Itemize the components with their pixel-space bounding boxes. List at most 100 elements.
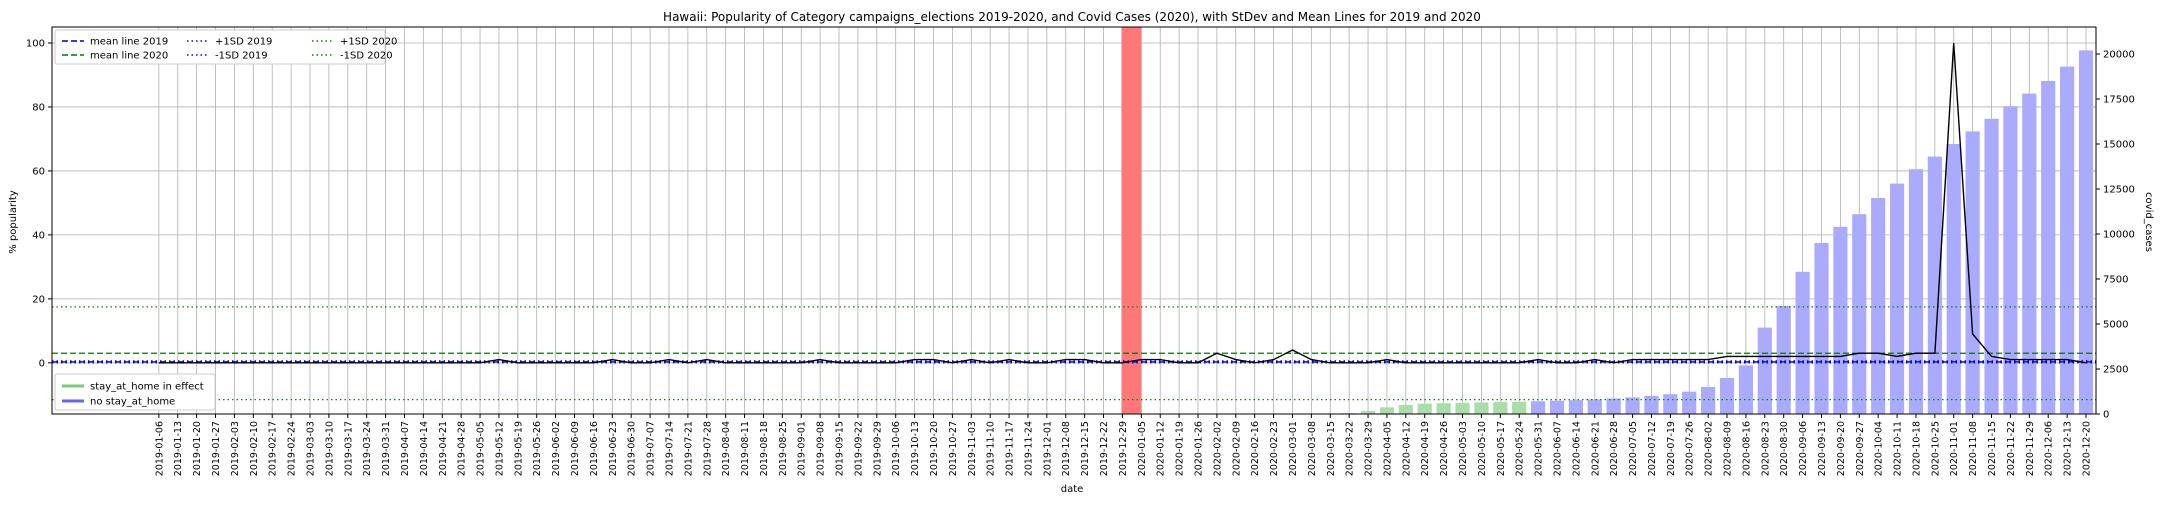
x-tick-label: 2020-01-05	[1137, 421, 1148, 476]
x-tick-label: 2020-07-12	[1647, 421, 1658, 476]
x-tick-label: 2020-02-02	[1212, 421, 1223, 476]
x-tick-label: 2020-01-26	[1193, 421, 1204, 476]
x-tick-label: 2019-04-07	[400, 421, 411, 476]
x-tick-label: 2019-07-28	[702, 421, 713, 476]
covid-bar	[1795, 271, 1810, 414]
legend-box	[54, 373, 216, 411]
legend-label: -1SD 2020	[340, 51, 393, 62]
covid-bar	[1682, 391, 1697, 414]
x-tick-label: 2019-03-10	[324, 421, 335, 476]
x-tick-label: 2020-06-28	[1609, 421, 1620, 476]
x-tick-label: 2019-05-05	[476, 421, 487, 476]
legend-bars: stay_at_home in effect no stay_at_home	[54, 373, 216, 411]
x-tick-label: 2020-09-27	[1855, 421, 1866, 476]
x-tick-label: 2019-09-01	[797, 421, 808, 476]
covid-bar	[1927, 156, 1942, 414]
legend-label: -1SD 2019	[215, 51, 268, 62]
x-tick-label: 2019-03-31	[381, 421, 392, 476]
covid-bar	[1984, 118, 1999, 415]
x-tick-label: 2020-08-16	[1741, 421, 1752, 476]
x-tick-label: 2019-10-13	[910, 421, 921, 476]
x-tick-label: 2019-02-03	[230, 421, 241, 476]
x-tick-label: 2019-08-18	[759, 421, 770, 476]
x-tick-label: 2019-07-21	[683, 421, 694, 476]
legend-label: mean line 2019	[90, 37, 168, 48]
x-tick-label: 2019-11-24	[1023, 421, 1034, 476]
covid-bar	[1625, 397, 1640, 414]
covid-bar-stay-at-home	[1398, 405, 1413, 414]
x-tick-label: 2020-05-10	[1477, 421, 1488, 476]
x-tick-label: 2020-03-29	[1364, 421, 1375, 476]
x-tick-label: 2020-06-21	[1590, 421, 1601, 476]
legend-label: mean line 2020	[90, 51, 168, 62]
x-tick-label: 2019-02-24	[287, 421, 298, 476]
x-tick-label: 2020-07-19	[1666, 421, 1677, 476]
y-tick-label-right: 0	[2103, 410, 2109, 421]
x-tick-label: 2019-12-15	[1080, 421, 1091, 476]
x-tick-label: 2019-09-22	[853, 421, 864, 476]
covid-bar-stay-at-home	[1455, 402, 1470, 414]
x-tick-label: 2019-09-15	[835, 421, 846, 476]
x-tick-label: 2019-08-04	[721, 421, 732, 476]
y-tick-label-left: 80	[32, 102, 45, 113]
x-tick-label: 2020-10-25	[1930, 421, 1941, 476]
x-tick-label: 2020-05-03	[1458, 421, 1469, 476]
plot-area: 0 20 40 60 80 100 0 2500 5000 7500 10000 12500 15000…	[26, 26, 2135, 476]
covid-bar-stay-at-home	[1436, 403, 1451, 414]
x-tick-label: 2020-08-30	[1779, 421, 1790, 476]
x-tick-label: 2019-01-20	[192, 421, 203, 476]
y-tick-label-left: 40	[32, 230, 45, 241]
x-tick-label: 2019-06-16	[589, 421, 600, 476]
x-tick-label: 2019-04-14	[419, 421, 430, 476]
y-tick-label-right: 7500	[2103, 275, 2128, 286]
y-tick-label-left: 20	[32, 294, 45, 305]
covid-bar	[1833, 226, 1848, 414]
x-axis-label: date	[1061, 484, 1084, 495]
popularity-line	[158, 42, 2087, 364]
covid-bar	[2041, 81, 2056, 414]
y-tick-label-right: 17500	[2103, 95, 2135, 106]
covid-bar	[1606, 398, 1621, 414]
x-tick-label: 2019-03-03	[305, 421, 316, 476]
y-tick-label-left: 0	[39, 358, 45, 369]
x-tick-label: 2020-04-19	[1420, 421, 1431, 476]
x-tick-label: 2019-06-30	[627, 421, 638, 476]
x-tick-label: 2020-12-20	[2082, 421, 2093, 476]
y-tick-label-right: 10000	[2103, 230, 2135, 241]
y-tick-label-right: 15000	[2103, 140, 2135, 151]
x-tick-label: 2019-01-06	[154, 421, 165, 476]
covid-bar-stay-at-home	[1512, 401, 1527, 414]
x-tick-label: 2019-11-10	[986, 421, 997, 476]
x-tick-label: 2019-05-12	[494, 421, 505, 476]
x-tick-label: 2020-08-23	[1760, 421, 1771, 476]
y-tick-label-right: 5000	[2103, 320, 2128, 331]
covid-bar	[1965, 131, 1980, 414]
y-axis-label-right: covid_cases	[2143, 192, 2154, 252]
x-tick-label: 2020-03-08	[1307, 421, 1318, 476]
x-tick-label: 2019-07-14	[664, 421, 675, 476]
x-tick-label: 2019-05-26	[532, 421, 543, 476]
covid-bar-stay-at-home	[1493, 402, 1508, 414]
legend-label: stay_at_home in effect	[90, 382, 204, 393]
legend-label: +1SD 2020	[340, 37, 397, 48]
x-tick-label: 2020-04-26	[1439, 421, 1450, 476]
x-tick-label: 2019-08-25	[778, 421, 789, 476]
x-tick-label: 2020-09-20	[1836, 421, 1847, 476]
y-tick-label-left: 100	[26, 38, 45, 49]
covid-bar	[2060, 66, 2075, 414]
x-tick-label: 2020-01-12	[1156, 421, 1167, 476]
covid-bar	[1852, 214, 1867, 414]
x-tick-label: 2020-10-04	[1874, 421, 1885, 476]
x-tick-label: 2019-10-06	[891, 421, 902, 476]
x-tick-label: 2020-04-05	[1382, 421, 1393, 476]
covid-bar	[1776, 306, 1791, 414]
x-tick-label: 2019-07-07	[646, 421, 657, 476]
covid-bar	[2003, 106, 2018, 414]
covid-bar	[2078, 50, 2094, 415]
x-tick-label: 2020-05-31	[1534, 421, 1545, 476]
x-tick-label: 2020-07-05	[1628, 421, 1639, 476]
y-tick-label-left: 60	[32, 166, 45, 177]
covid-bar	[1871, 198, 1886, 414]
x-tick-label: 2019-10-20	[929, 421, 940, 476]
x-tick-label: 2020-05-24	[1515, 421, 1526, 476]
